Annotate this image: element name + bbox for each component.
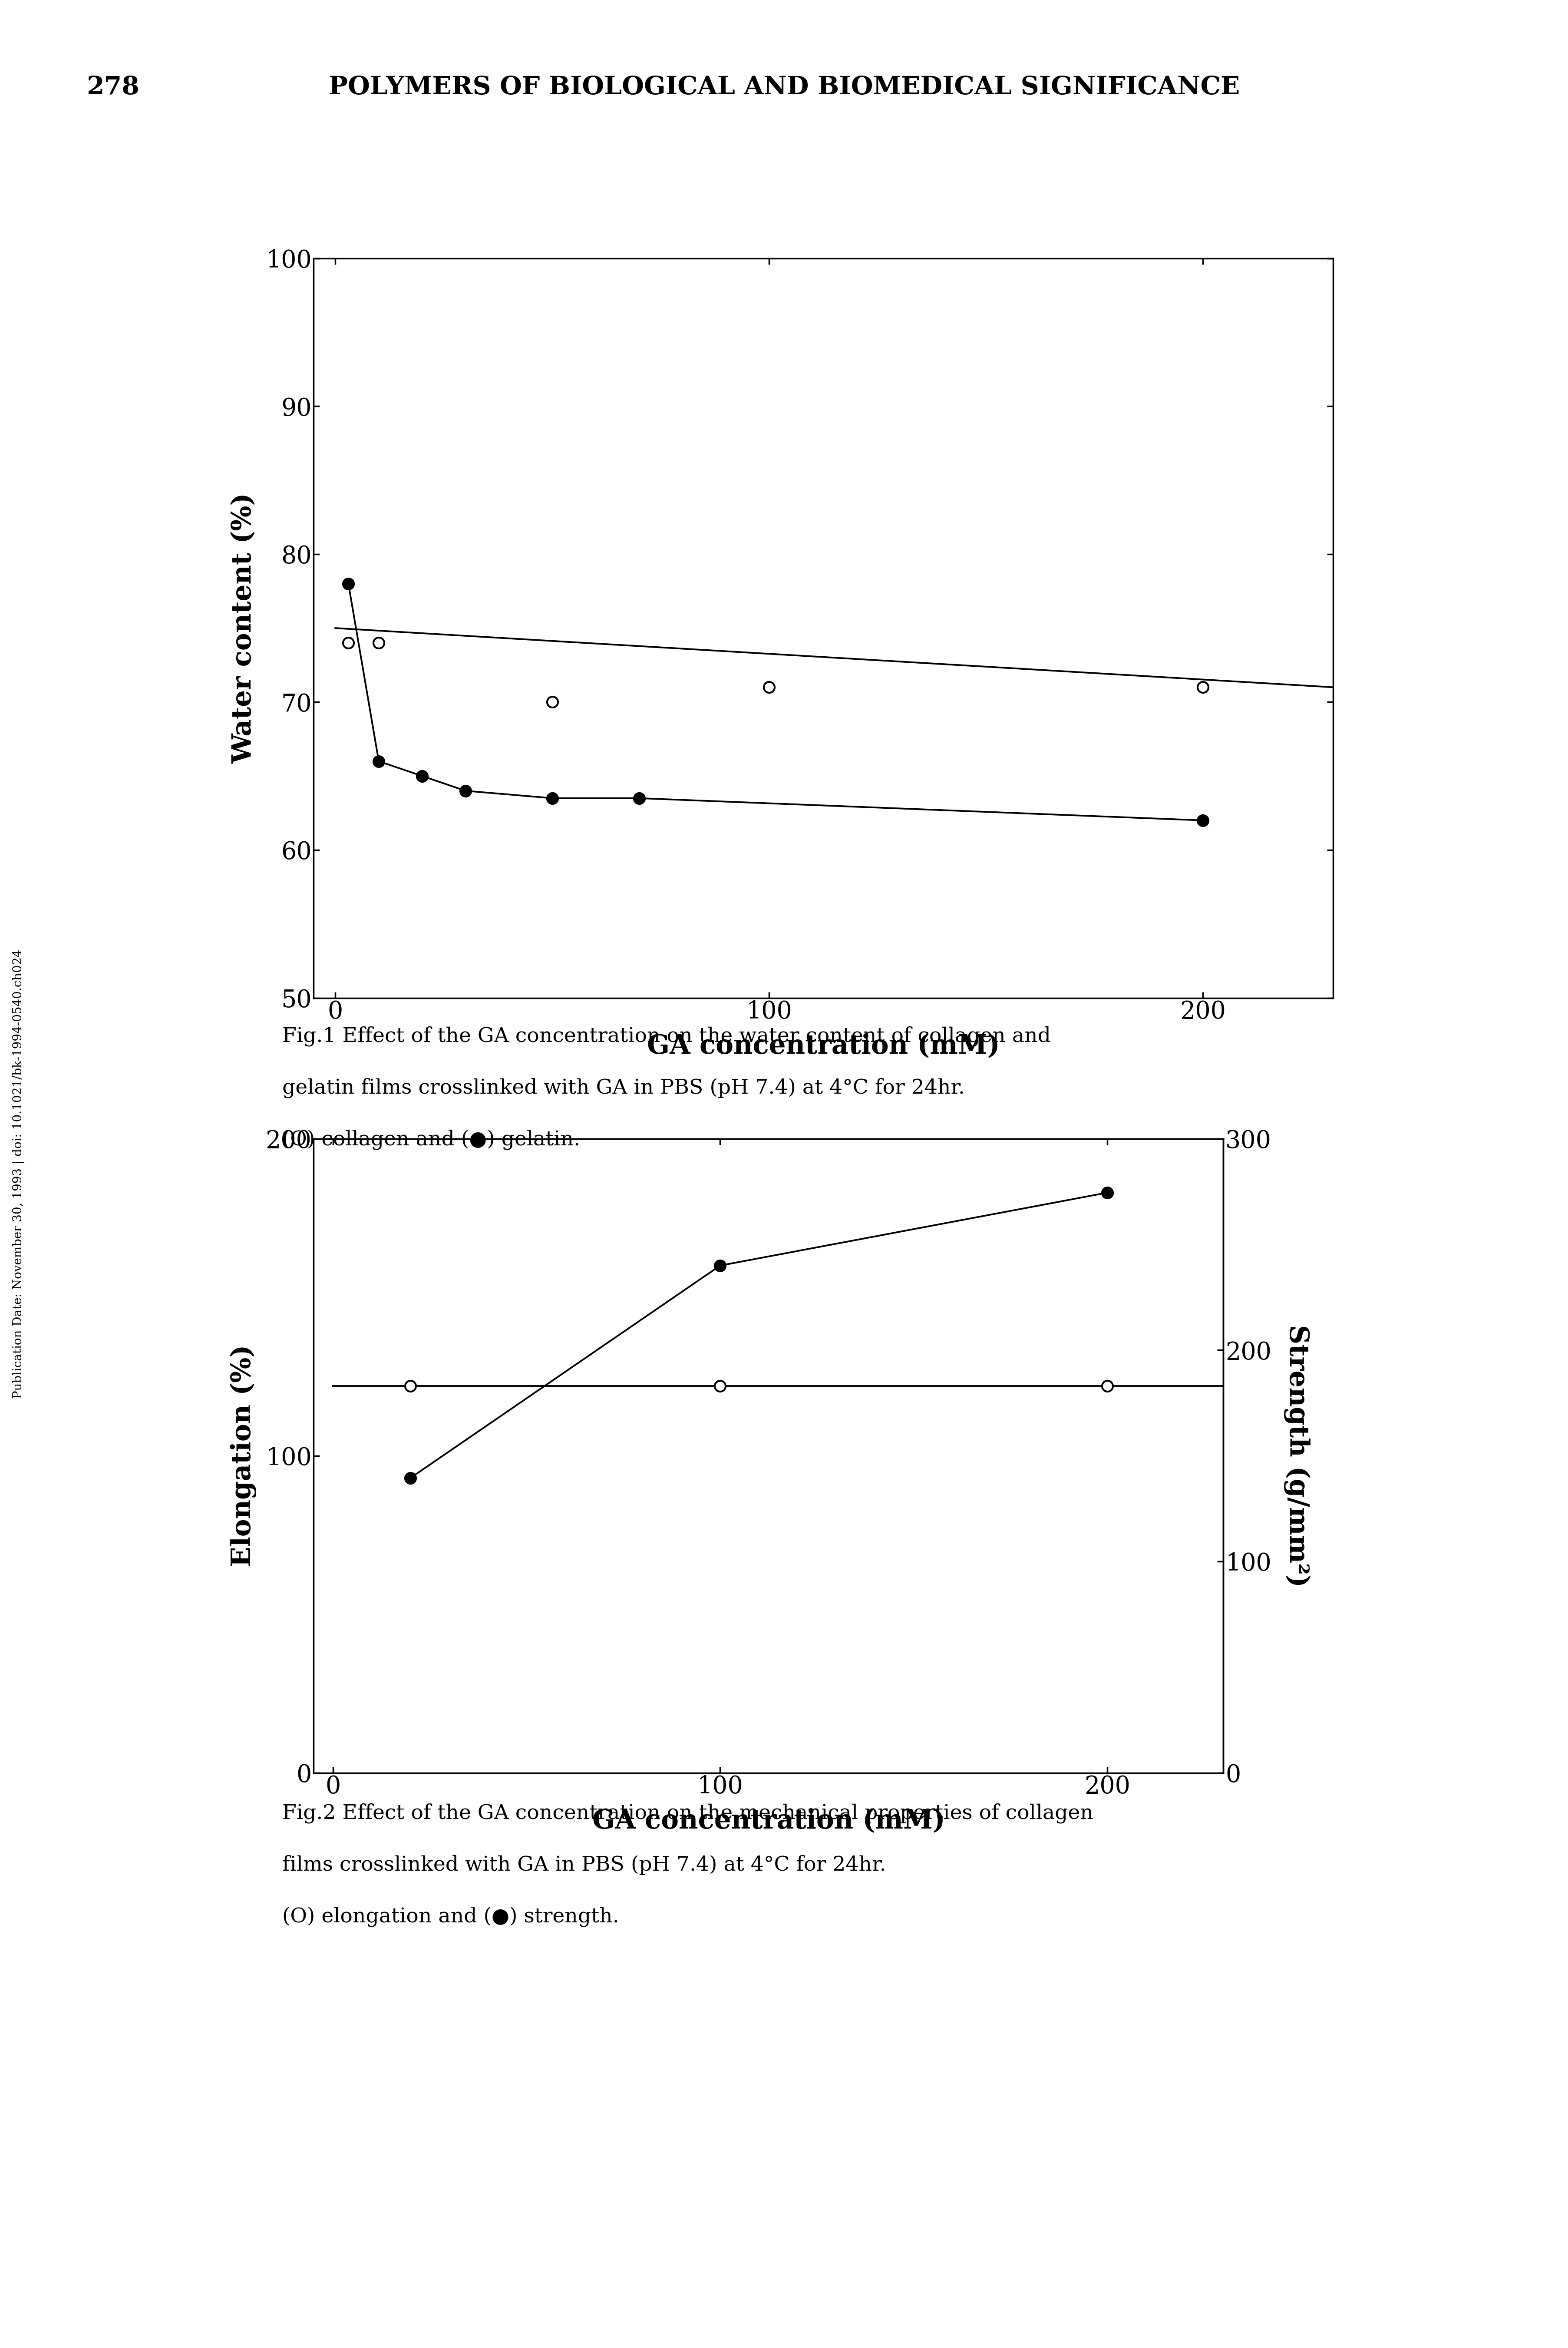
Text: POLYMERS OF BIOLOGICAL AND BIOMEDICAL SIGNIFICANCE: POLYMERS OF BIOLOGICAL AND BIOMEDICAL SI… xyxy=(329,75,1239,99)
Text: Publication Date: November 30, 1993 | doi: 10.1021/bk-1994-0540.ch024: Publication Date: November 30, 1993 | do… xyxy=(13,949,25,1399)
Text: 278: 278 xyxy=(86,75,140,99)
Text: Fig.1 Effect of the GA concentration on the water content of collagen and: Fig.1 Effect of the GA concentration on … xyxy=(282,1026,1051,1047)
Y-axis label: Elongation (%): Elongation (%) xyxy=(230,1345,257,1566)
Y-axis label: Water content (%): Water content (%) xyxy=(230,493,257,763)
Text: gelatin films crosslinked with GA in PBS (pH 7.4) at 4°C for 24hr.: gelatin films crosslinked with GA in PBS… xyxy=(282,1078,964,1099)
Text: films crosslinked with GA in PBS (pH 7.4) at 4°C for 24hr.: films crosslinked with GA in PBS (pH 7.4… xyxy=(282,1855,886,1876)
X-axis label: GA concentration (mM): GA concentration (mM) xyxy=(593,1808,944,1834)
Y-axis label: Strength (g/mm²): Strength (g/mm²) xyxy=(1283,1324,1309,1587)
Text: (O) elongation and (●) strength.: (O) elongation and (●) strength. xyxy=(282,1907,619,1928)
Text: Fig.2 Effect of the GA concentration on the mechanical properties of collagen: Fig.2 Effect of the GA concentration on … xyxy=(282,1803,1093,1824)
X-axis label: GA concentration (mM): GA concentration (mM) xyxy=(648,1033,999,1059)
Text: (O) collagen and (●) gelatin.: (O) collagen and (●) gelatin. xyxy=(282,1129,580,1151)
